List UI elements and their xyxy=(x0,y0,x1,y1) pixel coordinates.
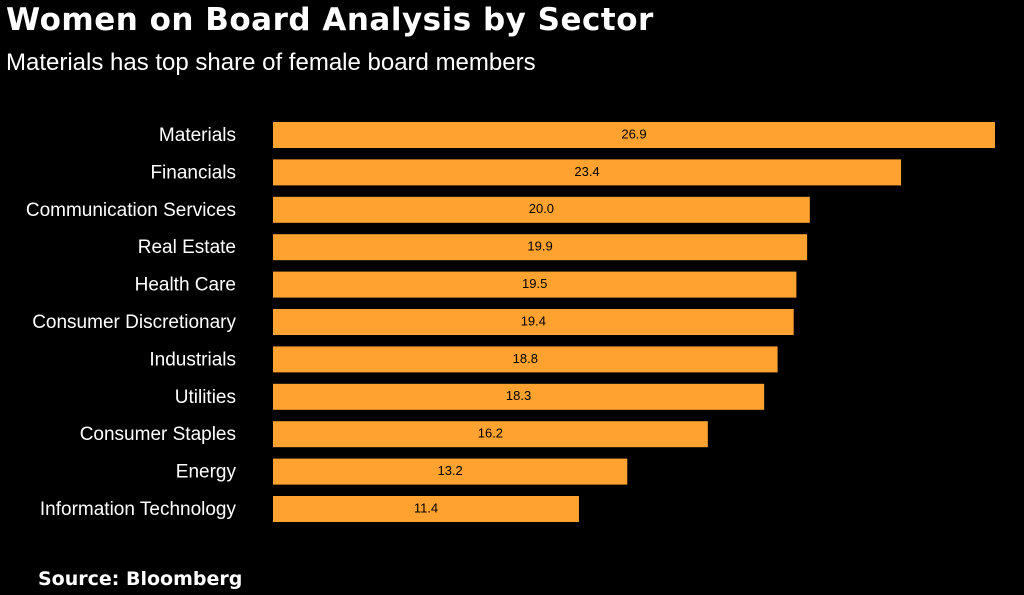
value-label-health-care: 19.5 xyxy=(522,276,547,291)
bar-communication-services xyxy=(273,196,810,223)
bar-health-care xyxy=(273,271,797,298)
bar-industrials xyxy=(273,346,778,373)
source-note: Source: Bloomberg xyxy=(38,568,243,590)
category-label-real-estate: Real Estate xyxy=(138,237,236,258)
bar-energy xyxy=(273,458,628,485)
bar-information-technology xyxy=(273,496,579,522)
category-label-industrials: Industrials xyxy=(149,349,236,370)
bar-consumer-discretionary xyxy=(273,309,794,335)
category-label-communication-services: Communication Services xyxy=(26,200,236,221)
bar-materials xyxy=(273,122,995,148)
value-label-communication-services: 20.0 xyxy=(529,201,554,216)
category-label-health-care: Health Care xyxy=(135,275,236,296)
chart-title: Women on Board Analysis by Sector xyxy=(6,2,654,38)
value-label-information-technology: 11.4 xyxy=(414,500,438,515)
category-label-consumer-discretionary: Consumer Discretionary xyxy=(32,312,236,333)
category-label-materials: Materials xyxy=(159,125,236,146)
category-label-financials: Financials xyxy=(150,162,236,183)
value-label-real-estate: 19.9 xyxy=(527,239,552,254)
bar-utilities xyxy=(273,383,765,410)
bar-consumer-staples xyxy=(273,421,708,448)
category-label-consumer-staples: Consumer Staples xyxy=(80,424,236,445)
value-label-materials: 26.9 xyxy=(621,126,646,141)
bar-real-estate xyxy=(273,234,808,261)
chart-subtitle: Materials has top share of female board … xyxy=(6,49,536,76)
category-label-utilities: Utilities xyxy=(175,387,236,408)
category-label-energy: Energy xyxy=(176,462,237,483)
category-label-information-technology: Information Technology xyxy=(40,499,237,520)
value-label-industrials: 18.8 xyxy=(513,351,538,366)
value-label-consumer-discretionary: 19.4 xyxy=(521,313,546,328)
bar-financials xyxy=(273,159,902,186)
value-label-utilities: 18.3 xyxy=(506,388,531,403)
value-label-energy: 13.2 xyxy=(437,463,462,478)
value-label-consumer-staples: 16.2 xyxy=(478,426,503,441)
value-label-financials: 23.4 xyxy=(574,164,599,179)
